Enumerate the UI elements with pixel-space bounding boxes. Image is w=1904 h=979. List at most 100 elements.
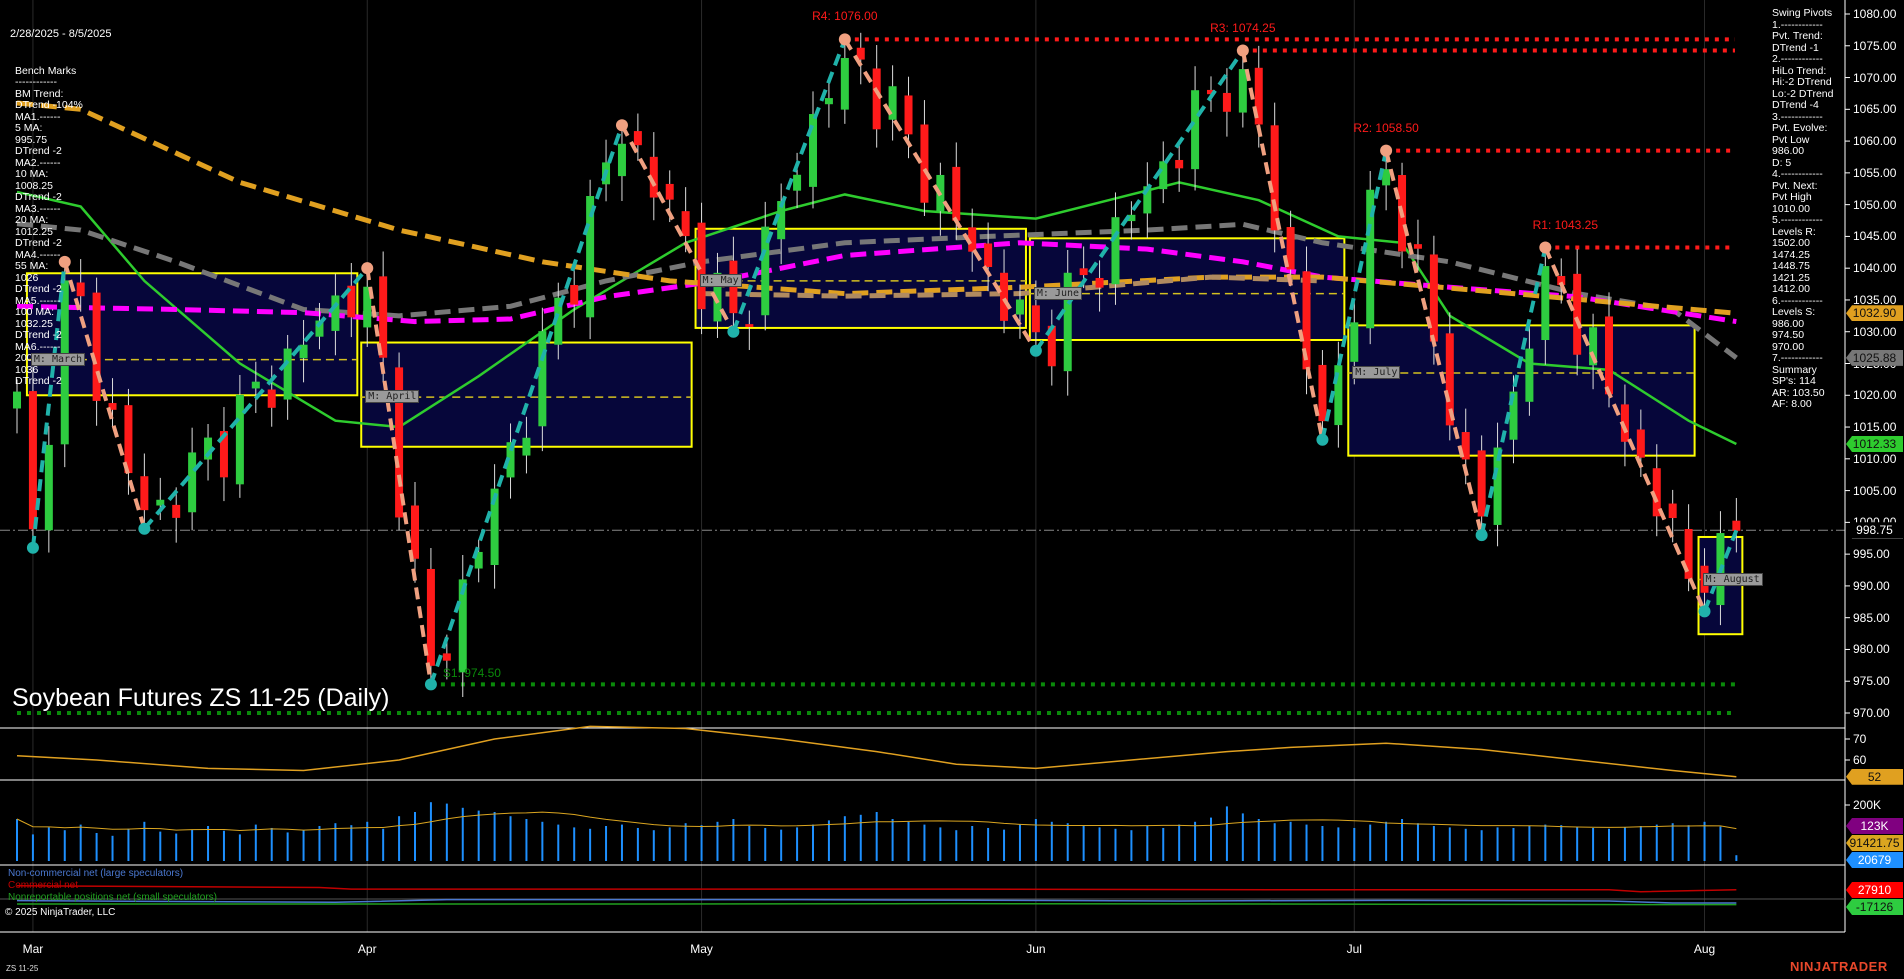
- candle: [856, 47, 865, 60]
- price-tick-label: 1045.00: [1853, 229, 1897, 244]
- candle: [172, 504, 181, 518]
- swing-pivot-line: 7.------------: [1772, 352, 1823, 364]
- volume-value-label: 91421.75: [1846, 835, 1903, 851]
- candle: [1063, 272, 1072, 372]
- candle: [1589, 327, 1598, 366]
- price-tick-label: 1035.00: [1853, 292, 1897, 307]
- candle: [379, 276, 388, 358]
- candle: [745, 324, 754, 328]
- candle: [665, 183, 674, 200]
- swing-pivot-line: AR: 103.50: [1772, 386, 1825, 399]
- cot-series-line: [16, 898, 1737, 904]
- candle: [411, 505, 419, 559]
- last-price-label: 998.75: [1846, 522, 1903, 539]
- swing-pivot-line: 2.------------: [1772, 53, 1823, 65]
- chart-title: Soybean Futures ZS 11-25 (Daily): [12, 684, 390, 712]
- swing-pivot-line: Swing Pivots: [1772, 7, 1833, 19]
- oscillator-tick-label: 70: [1853, 732, 1867, 746]
- swing-zigzag-line: [731, 38, 847, 333]
- swing-pivot-line: 1448.75: [1772, 260, 1810, 272]
- candle: [363, 286, 372, 328]
- price-tick-label: 1055.00: [1853, 165, 1897, 180]
- price-marker-label: 1012.33: [1846, 436, 1903, 452]
- instrument-label: ZS 11-25: [6, 964, 39, 973]
- candle: [1477, 450, 1486, 517]
- swing-pivot-line: 1.------------: [1772, 18, 1823, 31]
- candle: [331, 295, 340, 331]
- candle: [681, 211, 690, 237]
- bench-mark-line: 100 MA:: [15, 306, 55, 318]
- moving-average-line: [16, 100, 1737, 316]
- volume-value-label: 20679: [1846, 852, 1903, 868]
- price-tick-label: 1015.00: [1853, 420, 1897, 435]
- support-label: S1: 974.50: [442, 666, 501, 681]
- bench-mark-line: MA5.------: [15, 294, 61, 307]
- swing-pivot-line: Levels S:: [1772, 306, 1816, 318]
- candle: [1461, 432, 1470, 460]
- ninjatrader-logo: NINJATRADER: [1790, 959, 1888, 974]
- volume-average-line: [16, 811, 1737, 832]
- month-label: May: [690, 942, 713, 956]
- swing-high-marker: [1539, 241, 1552, 254]
- swing-pivots-panel: Swing Pivots 1.------------ Pvt. Trend: DTr…: [1772, 7, 1833, 411]
- swing-pivot-line: 5.------------: [1772, 214, 1823, 226]
- candle: [1541, 266, 1550, 341]
- candle: [793, 174, 802, 191]
- date-range: 2/28/2025 - 8/5/2025: [10, 28, 112, 40]
- price-tick-label: 975.00: [1853, 674, 1890, 689]
- candle: [984, 243, 993, 268]
- candle: [1015, 299, 1024, 315]
- price-tick-label: 1010.00: [1853, 451, 1897, 466]
- candle: [1382, 169, 1391, 186]
- candle: [1254, 67, 1263, 125]
- candle: [1318, 364, 1327, 422]
- swing-pivot-line: Levels R:: [1772, 225, 1816, 238]
- month-label: Jul: [1346, 942, 1362, 956]
- monthly-range-label: M: August: [1702, 572, 1763, 586]
- candle: [633, 131, 642, 146]
- candle: [872, 68, 881, 130]
- swing-low-marker: [424, 678, 437, 691]
- cot-series-line: [17, 902, 1737, 906]
- bench-mark-line: DTrend -2: [15, 375, 62, 387]
- candle: [1684, 528, 1693, 579]
- candle: [1222, 92, 1231, 112]
- swing-pivot-line: Summary: [1772, 363, 1817, 376]
- candle: [1334, 365, 1343, 426]
- candle: [1350, 322, 1359, 362]
- swing-zigzag-line: [1543, 246, 1707, 613]
- candle: [44, 444, 53, 531]
- bench-mark-line: 1008.25: [15, 179, 53, 192]
- candle: [283, 348, 292, 400]
- swing-zigzag-line: [142, 266, 369, 531]
- candle: [299, 344, 308, 359]
- candle: [952, 166, 961, 221]
- candle: [251, 381, 260, 389]
- swing-high-marker: [615, 119, 628, 132]
- candle: [347, 285, 356, 318]
- swing-pivot-line: AF: 8.00: [1772, 398, 1812, 410]
- cot-legend-item: Commercial net: [8, 880, 79, 891]
- bench-mark-line: MA6.------: [15, 340, 61, 353]
- candle: [28, 391, 37, 530]
- cot-value-label: -17126: [1846, 899, 1903, 915]
- candle: [824, 98, 833, 105]
- bench-mark-line: MA4.------: [15, 248, 61, 261]
- bench-mark-line: 1012.25: [15, 225, 53, 238]
- swing-pivot-line: 974.50: [1772, 329, 1805, 341]
- price-tick-label: 1075.00: [1853, 38, 1897, 53]
- candle: [1732, 520, 1741, 531]
- swing-high-marker: [1380, 144, 1393, 157]
- swing-pivot-line: Hi:-2 DTrend: [1772, 76, 1832, 88]
- resistance-label: R4: 1076.00: [812, 9, 878, 24]
- candle: [1286, 227, 1295, 270]
- month-label: Jun: [1026, 942, 1046, 956]
- candle: [1095, 277, 1104, 288]
- swing-pivot-line: 6.------------: [1772, 294, 1823, 307]
- monthly-range-label: M: March: [30, 352, 86, 366]
- price-marker-label: 1032.90: [1846, 305, 1903, 322]
- swing-low-marker: [1029, 344, 1042, 357]
- price-tick-label: 1060.00: [1853, 134, 1897, 149]
- price-tick-label: 990.00: [1853, 578, 1890, 593]
